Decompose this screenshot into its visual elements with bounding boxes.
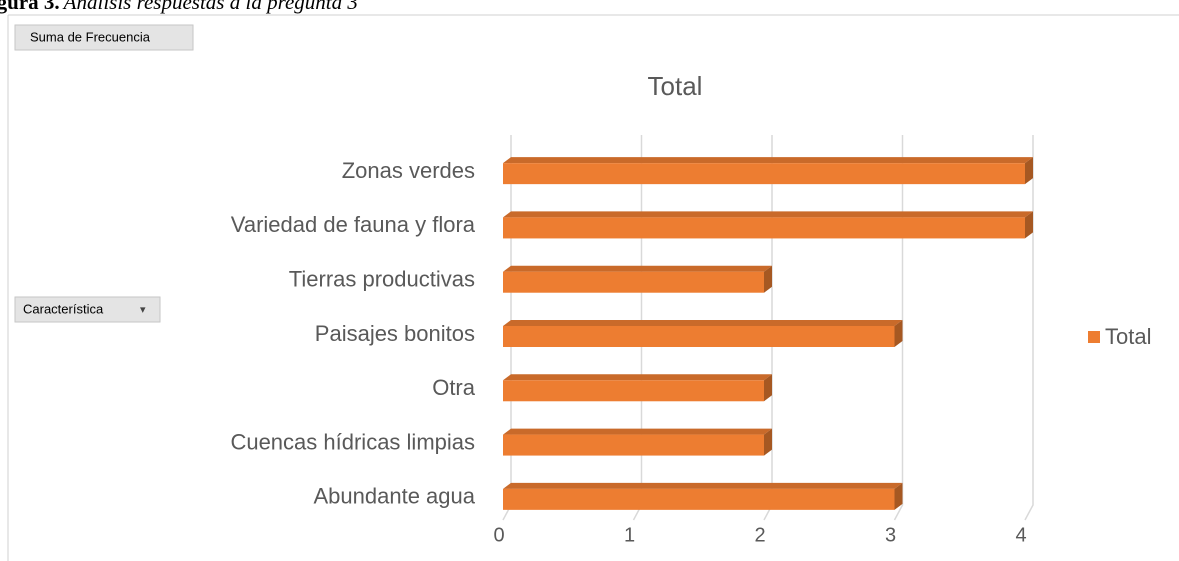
bar-front [503, 380, 764, 402]
bar-side [894, 320, 903, 347]
bar [503, 211, 1033, 239]
legend-label: Total [1105, 324, 1151, 349]
field-button[interactable] [14, 296, 161, 323]
dropdown-arrow[interactable]: ▾ [140, 304, 146, 316]
field-button-label: Suma de Frecuencia [30, 29, 151, 44]
bar-top [503, 428, 772, 435]
bar-side [764, 428, 772, 456]
y-tick-label: Otra [432, 375, 476, 400]
x-tick-label: 4 [1015, 524, 1026, 546]
bar-front [503, 326, 895, 347]
x-tick-label: 1 [624, 524, 635, 546]
bar-front [503, 271, 764, 293]
bar-front [503, 217, 1025, 239]
y-tick-label: Variedad de fauna y flora [231, 212, 476, 237]
y-tick-label: Paisajes bonitos [315, 321, 475, 346]
y-tick-label: Tierras productivas [289, 267, 475, 292]
bar-top [503, 265, 772, 272]
bar-top [503, 320, 903, 326]
bar-front [503, 163, 1025, 185]
caption: Figura 3.Análisis respuestas a la pregun… [0, 0, 358, 14]
field-button[interactable] [14, 24, 194, 51]
bar-side [764, 374, 772, 402]
x-tick-label: 3 [885, 524, 896, 546]
legend-swatch [1088, 331, 1100, 343]
bar-front [503, 488, 895, 510]
bar-side [894, 482, 903, 510]
caption-label: Figura 3. [0, 0, 60, 14]
bar-top [503, 157, 1033, 164]
y-tick-label: Abundante agua [314, 484, 476, 509]
bar-top [503, 482, 903, 489]
bar [503, 157, 1033, 185]
chart-title: Total [648, 71, 703, 101]
y-tick-label: Zonas verdes [342, 158, 475, 183]
grid-line [893, 135, 904, 521]
x-tick-label: 2 [754, 524, 765, 546]
bar-side [1025, 211, 1033, 239]
field-button-label: Característica [23, 301, 104, 316]
bar-top [503, 374, 772, 381]
bar-side [764, 265, 772, 293]
bar-front [503, 434, 764, 456]
x-tick-label: 0 [493, 524, 504, 546]
bar [503, 320, 903, 347]
bar [503, 374, 772, 402]
bar [503, 428, 772, 456]
bar [503, 482, 903, 510]
y-tick-label: Cuencas hídricas limpias [230, 429, 475, 454]
bar-top [503, 211, 1033, 218]
bar [503, 265, 772, 293]
grid-line [1024, 135, 1034, 521]
bar-side [1025, 157, 1033, 185]
caption-text: Análisis respuestas a la pregunta 3 [62, 0, 358, 14]
